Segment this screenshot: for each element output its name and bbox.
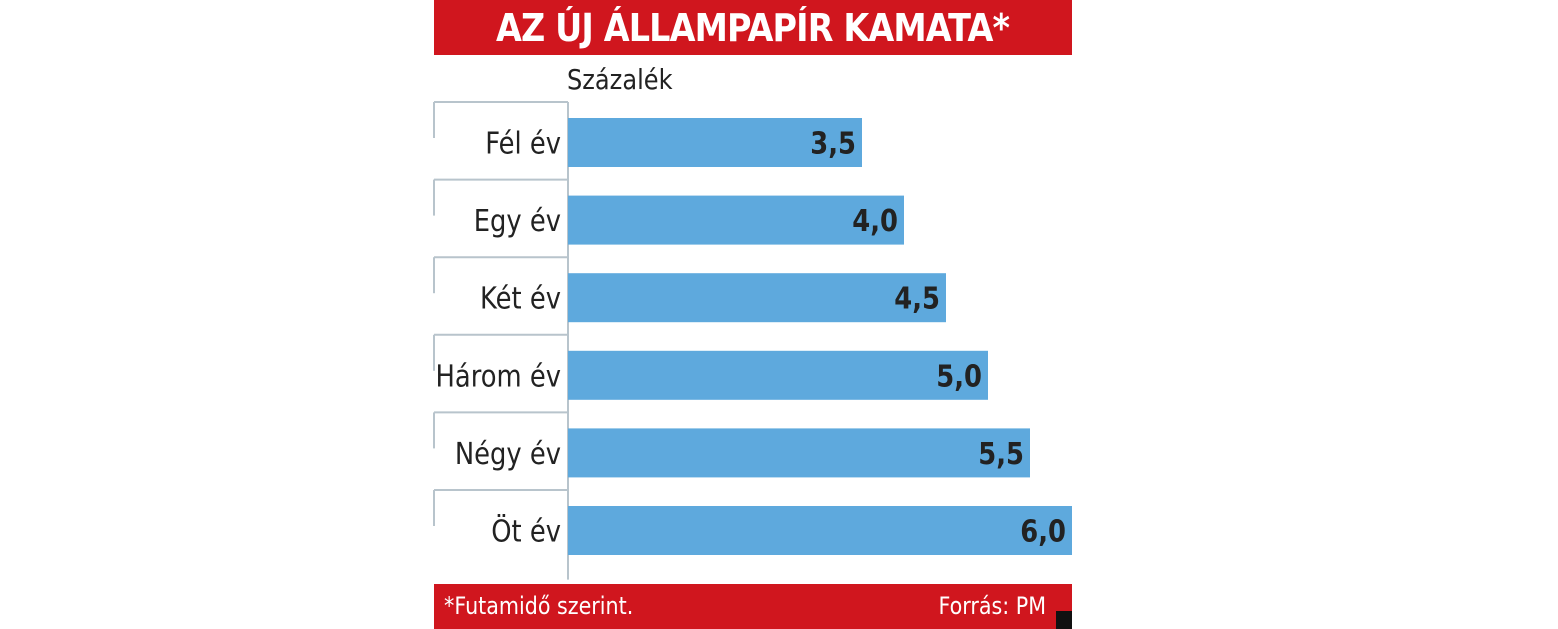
footer-bar: *Futamidő szerint. Forrás: PM bbox=[434, 584, 1072, 629]
chart-title: AZ ÚJ ÁLLAMPAPÍR KAMATA* bbox=[496, 5, 1010, 50]
publisher-logo-icon bbox=[1056, 611, 1072, 629]
category-label: Három év bbox=[436, 358, 561, 393]
value-label: 5,5 bbox=[978, 436, 1024, 471]
value-label: 6,0 bbox=[1020, 514, 1066, 549]
bar bbox=[568, 506, 1072, 555]
category-label: Fél év bbox=[485, 126, 561, 161]
value-label: 5,0 bbox=[936, 358, 982, 393]
value-label: 3,5 bbox=[810, 126, 856, 161]
value-label: 4,5 bbox=[894, 281, 940, 316]
bar bbox=[568, 195, 904, 245]
bar bbox=[568, 118, 862, 167]
category-label: Két év bbox=[480, 281, 561, 316]
category-label: Négy év bbox=[455, 436, 561, 471]
bar bbox=[568, 428, 1030, 478]
category-label: Öt év bbox=[491, 513, 561, 549]
category-label: Egy év bbox=[474, 203, 561, 238]
chart-title-bar: AZ ÚJ ÁLLAMPAPÍR KAMATA* bbox=[434, 0, 1072, 55]
source-credit: Forrás: PM bbox=[938, 592, 1046, 620]
footnote: *Futamidő szerint. bbox=[444, 592, 634, 620]
unit-label: Százalék bbox=[567, 63, 673, 96]
bar bbox=[568, 350, 988, 400]
bar bbox=[568, 273, 946, 323]
value-label: 4,0 bbox=[852, 203, 898, 238]
